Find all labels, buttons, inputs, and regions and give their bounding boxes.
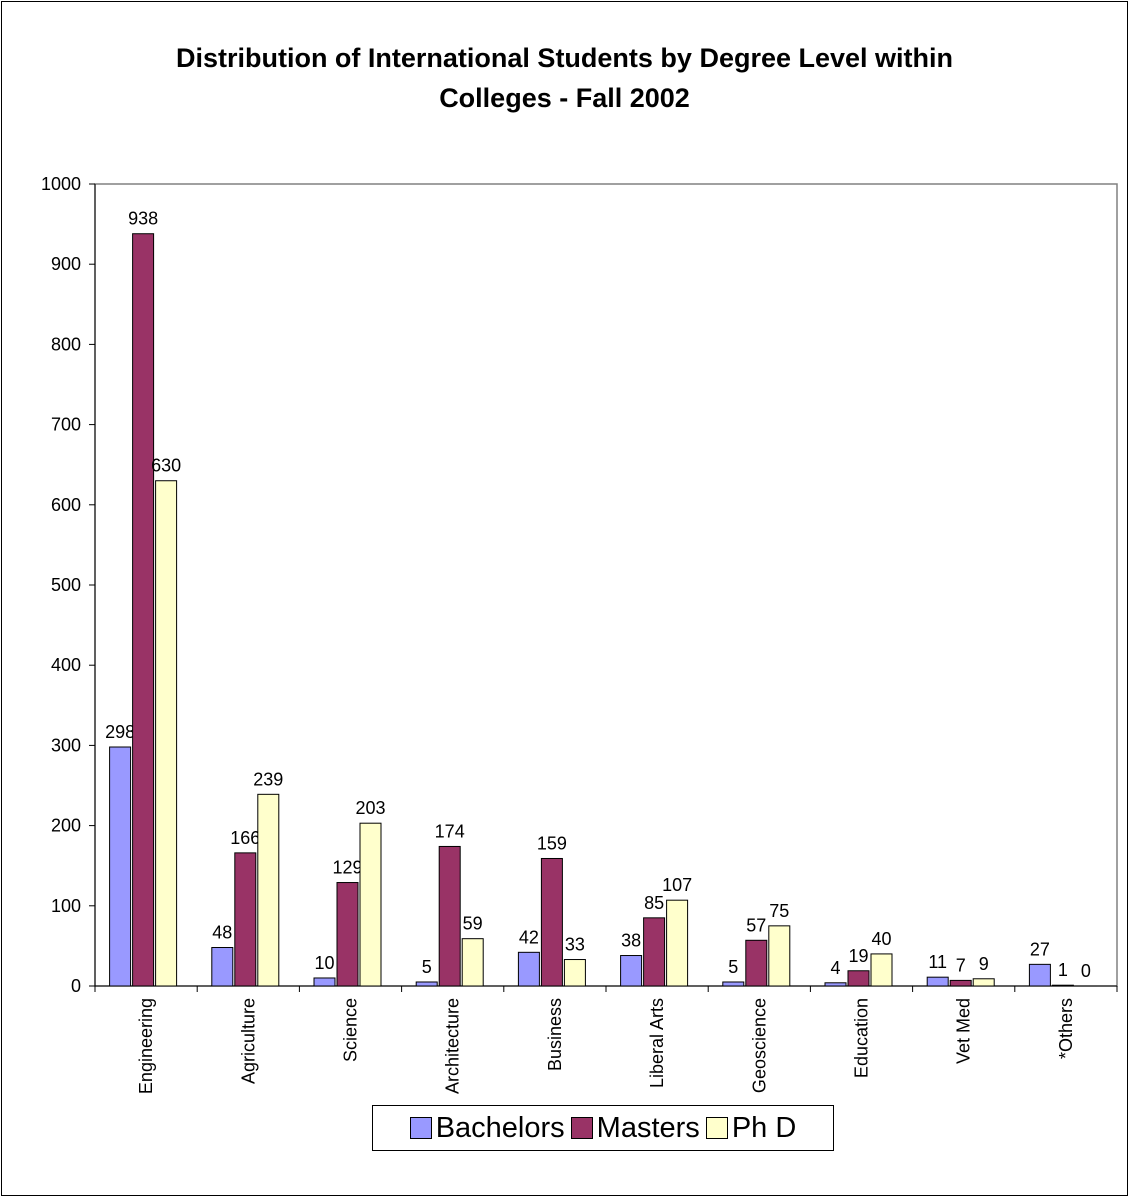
data-label: 10	[314, 953, 334, 973]
bar-ph-d	[666, 899, 689, 987]
legend-item-bachelors: Bachelors	[409, 1111, 565, 1145]
data-label: 174	[435, 821, 465, 841]
data-label: 166	[230, 828, 260, 848]
bar-bachelors	[926, 976, 949, 987]
legend-swatch-masters	[570, 1117, 593, 1139]
data-label: 48	[212, 923, 232, 943]
x-tick-label: Architecture	[443, 998, 463, 1094]
data-label: 40	[871, 929, 891, 949]
legend-item-masters: Masters	[570, 1111, 700, 1145]
legend-swatch-phd	[705, 1117, 728, 1139]
data-label: 1	[1058, 960, 1068, 980]
legend-label-masters: Masters	[596, 1111, 700, 1144]
data-label: 85	[644, 893, 664, 913]
bar-masters	[847, 970, 870, 987]
data-label: 75	[769, 901, 789, 921]
y-tick-label: 0	[71, 976, 81, 996]
data-label: 5	[728, 957, 738, 977]
bar-ph-d	[768, 925, 791, 987]
y-tick-label: 400	[51, 655, 81, 675]
data-label: 159	[537, 833, 567, 853]
data-label: 203	[355, 798, 385, 818]
x-tick-label: Geoscience	[749, 998, 769, 1093]
y-tick-label: 300	[51, 735, 81, 755]
y-tick-label: 800	[51, 334, 81, 354]
y-tick-label: 900	[51, 254, 81, 274]
data-label: 38	[621, 931, 641, 951]
bar-bachelors	[211, 947, 234, 987]
data-label: 107	[662, 875, 692, 895]
bar-ph-d	[870, 953, 893, 987]
bar-masters	[132, 233, 155, 987]
chart-title: Distribution of International Students b…	[0, 38, 1129, 118]
data-label: 239	[253, 769, 283, 789]
x-tick-label: Vet Med	[954, 998, 974, 1064]
legend-item-phd: Ph D	[705, 1111, 797, 1145]
bar-masters	[234, 852, 257, 987]
data-label: 938	[128, 209, 158, 229]
data-label: 33	[565, 935, 585, 955]
legend-label-phd: Ph D	[731, 1111, 797, 1144]
bar-ph-d	[461, 938, 484, 987]
bar-masters	[540, 857, 563, 987]
x-tick-label: Agriculture	[238, 998, 258, 1084]
bar-bachelors	[109, 746, 132, 987]
y-tick-label: 600	[51, 495, 81, 515]
bar-bachelors	[415, 981, 438, 987]
x-tick-label: *Others	[1056, 998, 1076, 1059]
bar-masters	[438, 845, 461, 987]
bar-masters	[1051, 984, 1074, 987]
data-label: 7	[956, 955, 966, 975]
data-label: 630	[151, 456, 181, 476]
y-tick-label: 500	[51, 575, 81, 595]
data-label: 59	[463, 914, 483, 934]
bar-ph-d	[972, 978, 995, 987]
bar-masters	[643, 917, 666, 987]
data-label: 57	[746, 915, 766, 935]
y-tick-label: 100	[51, 896, 81, 916]
bar-bachelors	[313, 977, 336, 987]
bar-bachelors	[517, 951, 540, 987]
bar-ph-d	[359, 822, 382, 987]
bar-masters	[745, 939, 768, 987]
bar-ph-d	[155, 480, 178, 987]
y-tick-label: 700	[51, 415, 81, 435]
bar-bachelors	[1028, 963, 1051, 987]
data-label: 9	[979, 954, 989, 974]
x-tick-label: Liberal Arts	[647, 998, 667, 1088]
data-label: 4	[830, 958, 840, 978]
y-tick-label: 200	[51, 816, 81, 836]
bar-bachelors	[620, 955, 643, 987]
x-tick-label: Engineering	[136, 998, 156, 1094]
x-tick-label: Education	[852, 998, 872, 1078]
bar-ph-d	[257, 793, 280, 987]
y-tick-label: 1000	[41, 174, 81, 194]
data-label: 5	[422, 957, 432, 977]
bar-ph-d	[563, 959, 586, 987]
x-tick-label: Science	[341, 998, 361, 1062]
x-tick-label: Business	[545, 998, 565, 1071]
data-label: 0	[1081, 961, 1091, 981]
legend-swatch-bachelors	[409, 1117, 432, 1139]
data-label: 19	[848, 946, 868, 966]
data-label: 11	[928, 952, 947, 972]
data-label: 129	[332, 858, 362, 878]
bar-bachelors	[722, 981, 745, 987]
data-label: 42	[519, 927, 539, 947]
bar-masters	[949, 979, 972, 987]
chart-title-line-1: Distribution of International Students b…	[175, 43, 954, 73]
data-label: 27	[1030, 939, 1050, 959]
bar-bachelors	[824, 982, 847, 987]
data-label: 298	[105, 722, 135, 742]
bar-masters	[336, 882, 359, 987]
chart-title-line-2: Colleges - Fall 2002	[439, 83, 690, 113]
legend-label-bachelors: Bachelors	[435, 1111, 565, 1144]
legend: Bachelors Masters Ph D	[372, 1105, 834, 1151]
